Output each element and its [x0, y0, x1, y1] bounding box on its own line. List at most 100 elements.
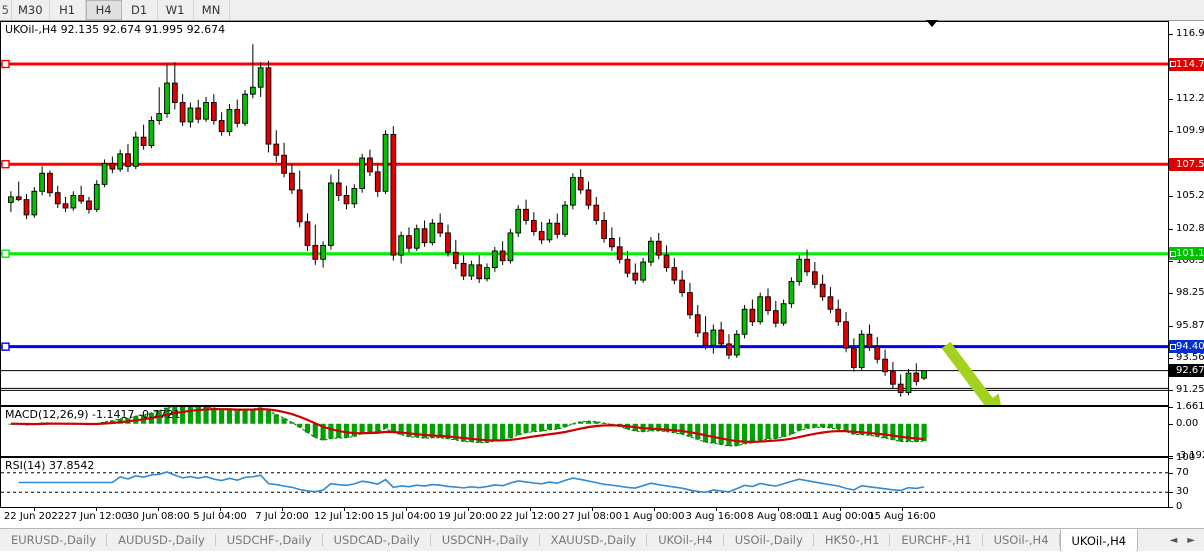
candle-body	[757, 296, 764, 323]
macd-pane[interactable]: MACD(12,26,9) -1.1417 -0.7721	[0, 406, 1168, 457]
macd-histogram-bar	[859, 423, 865, 435]
time-axis-tick-label: 30 Jun 08:00	[126, 511, 190, 522]
candle-body	[819, 283, 826, 298]
rsi-axis-tick-label: 0	[1176, 501, 1183, 512]
chart-canvas-area[interactable]: UKOil-,H4 92.135 92.674 91.995 92.674 MA…	[0, 20, 1204, 528]
chart-tab[interactable]: EURUSD-,Daily	[0, 529, 108, 551]
price-level-badge[interactable]: 92.674	[1169, 364, 1204, 378]
candle-body	[632, 272, 639, 281]
timeframe-button-h4[interactable]: H4	[85, 0, 122, 20]
price-level-handle[interactable]	[1, 59, 10, 69]
macd-histogram-bar	[468, 423, 474, 442]
chart-tab[interactable]: USOil-,H4	[983, 529, 1060, 551]
macd-histogram-bar	[187, 407, 193, 424]
candle-body	[835, 308, 842, 323]
macd-histogram-bar	[226, 409, 233, 424]
price-level-badge-label: 114.772	[1176, 58, 1204, 70]
chart-tab[interactable]: USDCHF-,Daily	[216, 529, 323, 551]
price-axis-tick-label: 91.250	[1176, 384, 1204, 396]
chart-tab[interactable]: UKOil-,H4	[647, 529, 724, 551]
candle-body	[257, 67, 264, 88]
price-level-badge[interactable]: 114.772	[1169, 57, 1204, 71]
macd-histogram-bar	[195, 407, 201, 424]
timeframe-button-5[interactable]: 5	[0, 0, 12, 20]
price-axis-tick-label: 105.250	[1176, 190, 1204, 202]
price-level-handle[interactable]	[1, 159, 10, 169]
timeframe-button-w1[interactable]: W1	[158, 0, 194, 20]
macd-histogram-bar	[312, 423, 318, 438]
bearish-arrow-annotation[interactable]	[941, 341, 1004, 405]
price-level-badge-knob[interactable]	[1170, 250, 1176, 257]
candle-body	[109, 163, 116, 170]
time-axis-gradation	[592, 508, 593, 511]
chart-tab[interactable]: USDCAD-,Daily	[323, 529, 432, 551]
time-axis-tick-label: 7 Jul 20:00	[255, 511, 309, 522]
rsi-pane[interactable]: RSI(14) 37.8542	[0, 457, 1168, 508]
chart-tab[interactable]: XAUUSD-,Daily	[540, 529, 648, 551]
tab-nav-prev-icon[interactable]: ◄	[1169, 534, 1178, 546]
candle-body	[54, 192, 61, 205]
time-axis-gradation	[468, 508, 469, 511]
candle-body	[905, 372, 912, 393]
macd-histogram-bar	[882, 423, 888, 439]
tab-nav-next-icon[interactable]: ►	[1187, 534, 1195, 546]
timeframe-button-mn[interactable]: MN	[194, 0, 230, 20]
price-axis-tick-label: 93.560	[1176, 352, 1204, 364]
price-level-badge-knob[interactable]	[1170, 343, 1176, 350]
price-level-badge[interactable]: 107.553	[1169, 157, 1204, 171]
price-axis-tick-label: 112.250	[1176, 93, 1204, 105]
candle-body	[359, 157, 366, 189]
time-axis-tick-label: 27 Jul 08:00	[562, 511, 622, 522]
macd-histogram-bar	[687, 423, 693, 437]
macd-histogram-bar	[273, 414, 279, 424]
chart-tab[interactable]: EURCHF-,H1	[890, 529, 983, 551]
macd-histogram-bar	[382, 423, 389, 429]
chart-tab[interactable]: HK50-,H1	[814, 529, 891, 551]
candle-body	[585, 189, 592, 206]
price-level-handle[interactable]	[1, 249, 10, 258]
candle-body	[530, 219, 537, 232]
candle-body	[788, 281, 795, 305]
price-level-badge[interactable]: 94.403	[1169, 340, 1204, 354]
candle-body	[312, 244, 319, 260]
chart-tab-active[interactable]: UKOil-,H4	[1059, 529, 1139, 552]
chart-tab-label: EURCHF-,H1	[901, 533, 972, 547]
macd-histogram-bar	[757, 423, 763, 441]
price-axis-tick: 102.870	[1169, 223, 1204, 235]
timeframe-button-d1[interactable]: D1	[122, 0, 158, 20]
price-axis-tick: 112.250	[1169, 93, 1204, 105]
candle-body	[39, 172, 45, 192]
price-axis[interactable]: 116.940 112.250 109.940 105.250 102.870 100.5…	[1168, 21, 1204, 512]
candle-body	[772, 310, 779, 324]
price-level-handle[interactable]	[1, 342, 10, 351]
candle-body	[289, 172, 295, 191]
macd-axis-tick: 0.00	[1169, 418, 1204, 430]
timeframe-button-h1[interactable]: H1	[50, 0, 86, 20]
timeframe-button-m30[interactable]: M30	[12, 0, 50, 20]
chart-tab[interactable]: AUDUSD-,Daily	[107, 529, 216, 551]
macd-histogram-bar	[835, 423, 841, 430]
chart-title: UKOil-,H4 92.135 92.674 91.995 92.674	[5, 23, 226, 36]
time-axis-tick-label: 5 Jul 04:00	[193, 511, 247, 522]
price-pane[interactable]: UKOil-,H4 92.135 92.674 91.995 92.674	[0, 21, 1168, 406]
chart-tab[interactable]: USOil-,Daily	[724, 529, 814, 551]
macd-histogram-bar	[827, 423, 834, 428]
price-axis-tick: 100.560	[1169, 255, 1204, 267]
chart-tab-bar[interactable]: EURUSD-,Daily AUDUSD-,Daily USDCHF-,Daily U…	[0, 528, 1204, 552]
price-level-badge[interactable]: 101.103	[1169, 247, 1204, 261]
candle-body	[86, 200, 92, 210]
candle-body	[562, 204, 568, 235]
price-level-badge-knob[interactable]	[1170, 61, 1176, 68]
candle-body	[850, 347, 857, 368]
candle-body	[15, 196, 22, 201]
rsi-chart-svg	[1, 471, 1168, 494]
rsi-label: RSI(14) 37.8542	[5, 459, 95, 472]
candle-body	[921, 370, 927, 379]
macd-histogram-bar	[250, 409, 256, 424]
macd-histogram-bar	[180, 407, 186, 424]
candle-body	[234, 108, 241, 124]
chart-tab[interactable]: USDCNH-,Daily	[431, 529, 540, 551]
chart-tab-label: USDCNH-,Daily	[441, 533, 529, 547]
time-axis-tick-label: 12 Jul 12:00	[314, 511, 374, 522]
time-axis[interactable]: 22 Jun 2022 27 Jun 12:00 30 Jun 08:00 5 Jul…	[0, 508, 1168, 528]
